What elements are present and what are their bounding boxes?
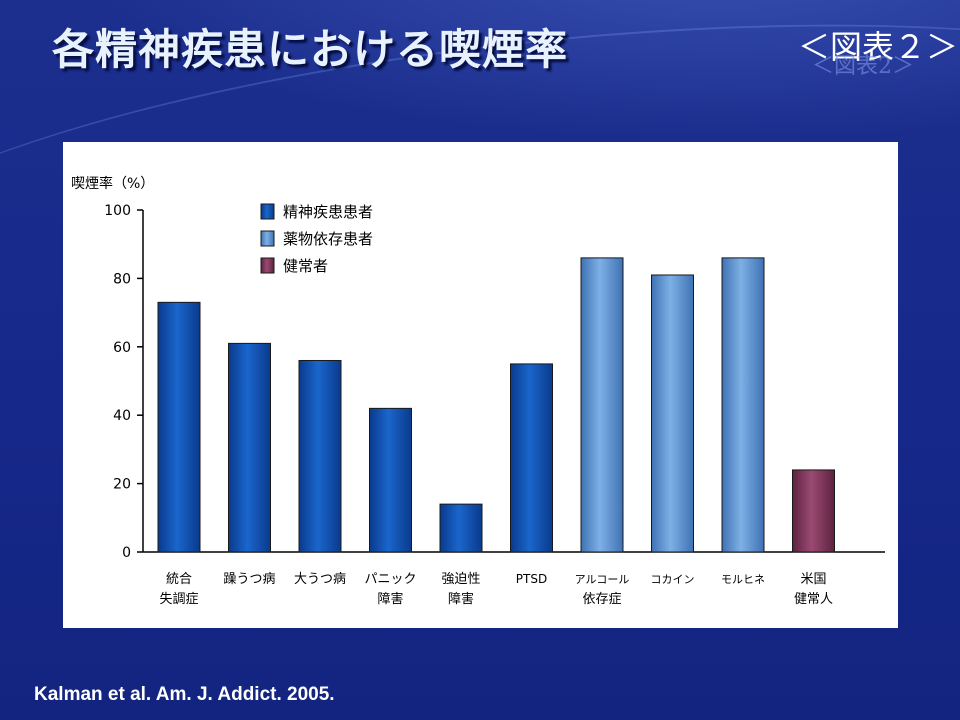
x-tick-label: PTSD bbox=[516, 572, 547, 586]
figure-label-ghost: ＜図表2＞ bbox=[812, 54, 914, 79]
x-tick-label: 健常人 bbox=[794, 592, 833, 607]
bar-5 bbox=[510, 363, 553, 553]
legend-swatch-psychiatric bbox=[260, 203, 275, 220]
bar-9 bbox=[792, 469, 835, 553]
legend-swatch-substance bbox=[260, 230, 275, 247]
legend-label: 精神疾患患者 bbox=[283, 203, 373, 221]
y-tick-label: 40 bbox=[113, 408, 131, 424]
bar-4 bbox=[439, 503, 483, 553]
x-tick-label: コカイン bbox=[651, 573, 695, 586]
bar-0 bbox=[157, 301, 201, 553]
legend-label: 健常者 bbox=[283, 257, 328, 275]
slide-title: 各精神疾患における喫煙率 bbox=[52, 25, 569, 74]
x-tick-label: 強迫性 bbox=[441, 572, 480, 587]
bar-7 bbox=[651, 274, 694, 553]
y-tick-label: 0 bbox=[122, 545, 131, 561]
y-tick-label: 20 bbox=[113, 477, 131, 493]
x-tick-label: 米国 bbox=[800, 572, 826, 587]
x-tick-label: 失調症 bbox=[159, 592, 198, 607]
x-tick-label: 依存症 bbox=[582, 592, 621, 607]
y-tick-label: 100 bbox=[104, 203, 131, 219]
bar-1 bbox=[228, 342, 271, 553]
x-tick-label: 大うつ病 bbox=[294, 572, 346, 587]
x-tick-label: アルコール bbox=[575, 573, 630, 586]
x-tick-label: 躁うつ病 bbox=[223, 572, 275, 587]
x-tick-label: モルヒネ bbox=[721, 573, 765, 586]
y-tick-label: 60 bbox=[113, 340, 131, 356]
x-tick-label: パニック bbox=[364, 572, 416, 587]
legend-swatch-healthy bbox=[260, 257, 275, 274]
figure-label: ＜図表２＞ bbox=[798, 28, 959, 66]
bar-6 bbox=[580, 257, 624, 553]
bar-2 bbox=[298, 359, 342, 553]
x-tick-label: 障害 bbox=[377, 591, 403, 607]
legend-label: 薬物依存患者 bbox=[283, 230, 373, 248]
y-tick-label: 80 bbox=[113, 271, 131, 287]
x-tick-label: 障害 bbox=[448, 591, 474, 607]
chart-panel: 喫煙率（%） 0 20 40 60 80 100 統合失調症 躁うつ病 大うつ病 パニック障害 強… bbox=[63, 142, 898, 628]
bar-3 bbox=[369, 407, 412, 553]
y-axis-label: 喫煙率（%） bbox=[71, 175, 154, 192]
x-tick-label: 統合 bbox=[166, 572, 192, 587]
bar-8 bbox=[721, 257, 765, 553]
citation: Kalman et al. Am. J. Addict. 2005. bbox=[34, 684, 335, 705]
